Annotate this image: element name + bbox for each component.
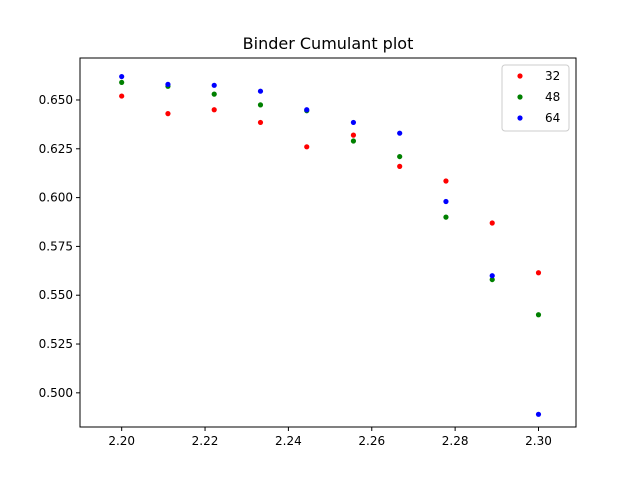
legend-marker [517, 73, 523, 79]
data-point [304, 107, 310, 113]
data-point [397, 153, 403, 160]
data-point [211, 82, 217, 88]
legend-label: 48 [545, 90, 560, 104]
data-point [350, 138, 357, 144]
y-tick-label: 0.650 [39, 93, 73, 107]
x-tick-label: 2.28 [442, 434, 469, 448]
data-point [350, 119, 357, 126]
data-point [443, 214, 449, 220]
data-points [119, 73, 542, 417]
x-tick-label: 2.22 [192, 434, 219, 448]
data-point [489, 276, 495, 283]
chart-title: Binder Cumulant plot [243, 34, 414, 53]
series-32 [119, 93, 542, 276]
data-point [257, 88, 264, 94]
data-point [489, 273, 495, 279]
legend-box [501, 64, 570, 132]
data-point [119, 73, 125, 80]
data-point [257, 102, 264, 108]
data-point [535, 312, 542, 318]
data-point [257, 119, 264, 126]
series-48 [119, 79, 542, 318]
legend-label: 32 [545, 69, 560, 83]
series-64 [119, 73, 542, 417]
data-point [165, 111, 171, 117]
plot-area [79, 57, 577, 428]
legend: 32 48 64 [501, 64, 570, 132]
data-point [535, 270, 542, 276]
y-tick-label: 0.525 [39, 337, 73, 351]
data-point [350, 132, 357, 138]
x-tick-label: 2.24 [275, 434, 302, 448]
x-axis: 2.20 2.22 2.24 2.26 2.28 2.30 [108, 427, 552, 448]
data-point [165, 81, 171, 87]
data-point [397, 163, 403, 169]
x-tick-label: 2.26 [358, 434, 385, 448]
data-point [119, 93, 125, 99]
data-point [443, 178, 449, 184]
y-tick-label: 0.550 [39, 288, 73, 302]
data-point [489, 220, 495, 226]
data-point [397, 130, 403, 136]
y-axis: 0.500 0.525 0.550 0.575 0.600 0.625 0.650 [39, 93, 80, 400]
data-point [211, 107, 217, 113]
y-tick-label: 0.625 [39, 142, 73, 156]
legend-label: 64 [545, 111, 560, 125]
data-point [304, 144, 310, 150]
data-point [443, 198, 449, 205]
y-tick-label: 0.600 [39, 191, 73, 205]
x-tick-label: 2.30 [525, 434, 552, 448]
x-tick-label: 2.20 [108, 434, 135, 448]
plot-frame [79, 57, 577, 428]
data-point [535, 411, 542, 417]
legend-marker [517, 94, 523, 100]
data-point [119, 79, 125, 86]
y-tick-label: 0.500 [39, 386, 73, 400]
data-point [211, 91, 217, 97]
legend-marker [517, 115, 523, 121]
y-tick-label: 0.575 [39, 239, 73, 253]
